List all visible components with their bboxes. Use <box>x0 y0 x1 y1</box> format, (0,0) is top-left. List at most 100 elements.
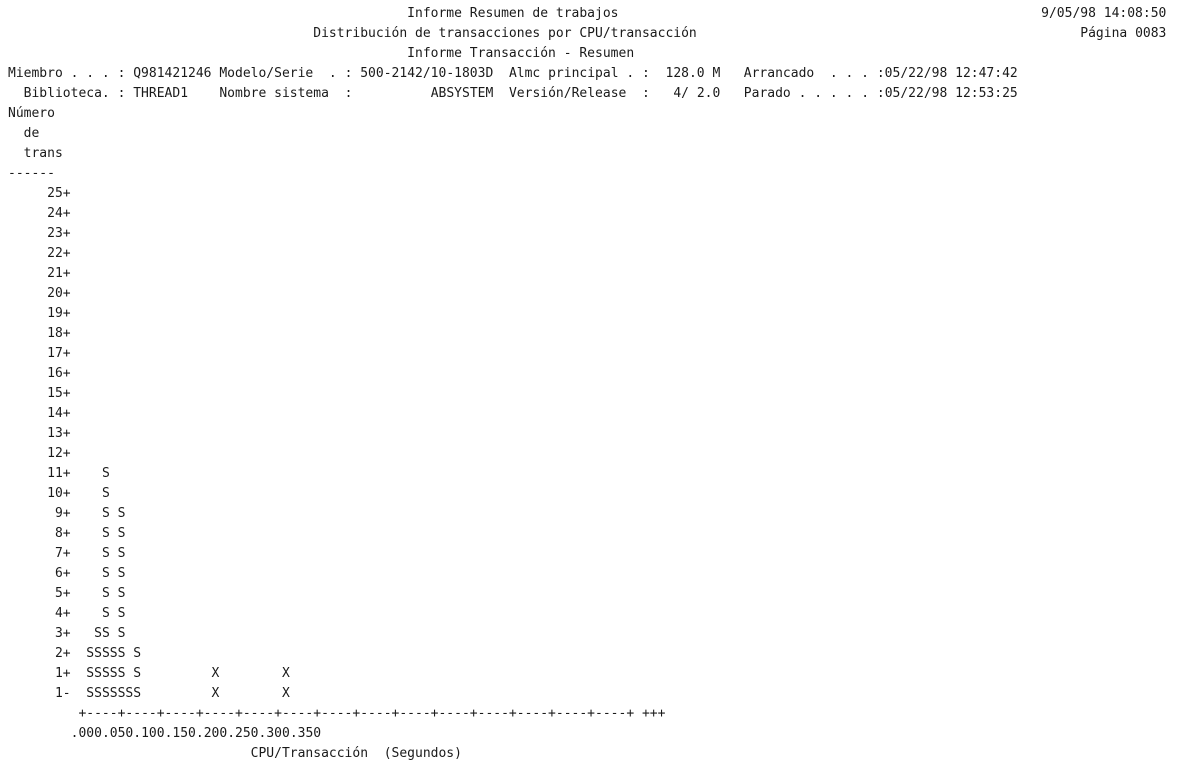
y-tick-label: 16+ <box>47 366 71 381</box>
report-listing: Informe Resumen de trabajos 9/05/98 14:0… <box>8 4 1166 764</box>
report-subtitle: Distribución de transacciones por CPU/tr… <box>313 26 697 41</box>
data-mark-s: S <box>101 466 110 481</box>
y-axis-label-line: de <box>23 126 40 141</box>
y-axis-label: Número de trans ------ <box>8 106 63 181</box>
data-mark-x: X <box>281 666 290 681</box>
y-tick-label: 1- <box>54 686 71 701</box>
model-label: Modelo/Serie . : <box>219 66 353 81</box>
stopped-value: 05/22/98 12:53:25 <box>884 86 1018 101</box>
x-axis-line: +----+----+----+----+----+----+----+----… <box>8 706 665 721</box>
data-mark-s: S <box>109 666 118 681</box>
data-mark-s: S <box>101 546 110 561</box>
system-info-line-1: Miembro . . . : Q981421246 Modelo/Serie … <box>8 66 1018 81</box>
y-tick-label: 25+ <box>47 186 71 201</box>
x-tick-label: .050 <box>101 726 134 741</box>
model-value: 500-2142/10-1803D <box>360 66 494 81</box>
y-tick-label: 5+ <box>54 586 71 601</box>
y-tick-label: 21+ <box>47 266 71 281</box>
data-mark-s: S <box>101 666 110 681</box>
y-axis-label-line: Número <box>8 106 55 121</box>
member-value: Q981421246 <box>133 66 212 81</box>
library-label: Biblioteca. : <box>23 86 126 101</box>
y-tick-label: 18+ <box>47 326 71 341</box>
y-tick-label: 23+ <box>47 226 71 241</box>
data-mark-s: S <box>94 646 102 661</box>
header-line-2: Distribución de transacciones por CPU/tr… <box>8 26 1166 41</box>
data-mark-s: S <box>101 646 110 661</box>
page-number: Página 0083 <box>1080 26 1167 41</box>
y-axis-label-line: trans <box>23 146 63 161</box>
stopped-label: Parado . . . . . : <box>743 86 885 101</box>
y-tick-label: 24+ <box>47 206 71 221</box>
data-mark-s: S <box>109 686 118 701</box>
report-datetime: 9/05/98 14:08:50 <box>1041 6 1167 21</box>
data-mark-s: S <box>133 686 142 701</box>
data-mark-s: S <box>86 686 95 701</box>
data-mark-x: X <box>211 666 220 681</box>
data-mark-s: S <box>101 486 110 501</box>
y-tick-label: 3+ <box>54 626 71 641</box>
data-mark-s: S <box>133 646 142 661</box>
y-tick-label: 7+ <box>54 546 71 561</box>
release-value: 4/ 2.0 <box>673 86 721 101</box>
y-tick-label: 2+ <box>54 646 71 661</box>
library-value: THREAD1 <box>133 86 189 101</box>
data-mark-s: S <box>125 686 134 701</box>
x-tick-label: .100 <box>133 726 165 741</box>
data-mark-s: S <box>117 686 126 701</box>
y-tick-label: 13+ <box>47 426 71 441</box>
x-tick-label: .250 <box>227 726 259 741</box>
report-header: Informe Resumen de trabajos 9/05/98 14:0… <box>8 6 1166 101</box>
data-mark-s: S <box>117 506 126 521</box>
data-mark-s: S <box>101 506 110 521</box>
data-mark-s: S <box>101 626 110 641</box>
system-info-line-2: Biblioteca. : THREAD1 Nombre sistema : A… <box>8 86 1018 101</box>
data-mark-s: S <box>101 606 110 621</box>
system-value: ABSYSTEM <box>430 86 494 101</box>
x-axis-rule: +----+----+----+----+----+----+----+----… <box>78 706 666 721</box>
y-tick-label: 10+ <box>47 486 71 501</box>
x-axis-title-text: CPU/Transacción (Segundos) <box>250 746 462 761</box>
data-mark-s: S <box>94 686 102 701</box>
y-tick-label: 11+ <box>47 466 71 481</box>
y-tick-label: 19+ <box>47 306 71 321</box>
data-mark-s: S <box>94 626 102 641</box>
data-mark-x: X <box>281 686 290 701</box>
header-line-1: Informe Resumen de trabajos 9/05/98 14:0… <box>8 6 1166 21</box>
data-mark-s: S <box>117 606 126 621</box>
data-mark-s: S <box>117 526 126 541</box>
x-axis-title: CPU/Transacción (Segundos) <box>8 746 462 761</box>
started-value: 05/22/98 12:47:42 <box>884 66 1018 81</box>
storage-label: Almc principal . : <box>508 66 650 81</box>
data-mark-s: S <box>101 566 110 581</box>
data-mark-s: S <box>101 686 110 701</box>
data-mark-s: S <box>117 626 126 641</box>
data-mark-s: S <box>117 566 126 581</box>
member-label: Miembro . . . : <box>8 66 126 81</box>
x-tick-label: .000 <box>70 726 102 741</box>
data-mark-s: S <box>94 666 102 681</box>
data-mark-s: S <box>117 546 126 561</box>
x-tick-label: .300 <box>258 726 290 741</box>
data-mark-s: S <box>117 666 126 681</box>
release-label: Versión/Release : <box>508 86 650 101</box>
data-mark-s: S <box>101 526 110 541</box>
data-mark-s: S <box>117 646 126 661</box>
x-tick-label: .350 <box>289 726 322 741</box>
data-mark-s: S <box>86 666 95 681</box>
y-tick-label: 6+ <box>54 566 71 581</box>
section-title: Informe Transacción - Resumen <box>407 46 635 61</box>
data-mark-x: X <box>211 686 220 701</box>
y-tick-label: 20+ <box>47 286 71 301</box>
y-tick-label: 15+ <box>47 386 71 401</box>
data-mark-s: S <box>117 586 126 601</box>
y-tick-label: 8+ <box>54 526 71 541</box>
y-tick-label: 14+ <box>47 406 71 421</box>
header-line-3: Informe Transacción - Resumen <box>8 46 634 61</box>
data-mark-s: S <box>133 666 142 681</box>
data-mark-s: S <box>101 586 110 601</box>
y-tick-label: 4+ <box>54 606 71 621</box>
system-label: Nombre sistema : <box>219 86 353 101</box>
started-label: Arrancado . . . : <box>743 66 885 81</box>
y-axis-label-line: ------ <box>8 166 55 181</box>
